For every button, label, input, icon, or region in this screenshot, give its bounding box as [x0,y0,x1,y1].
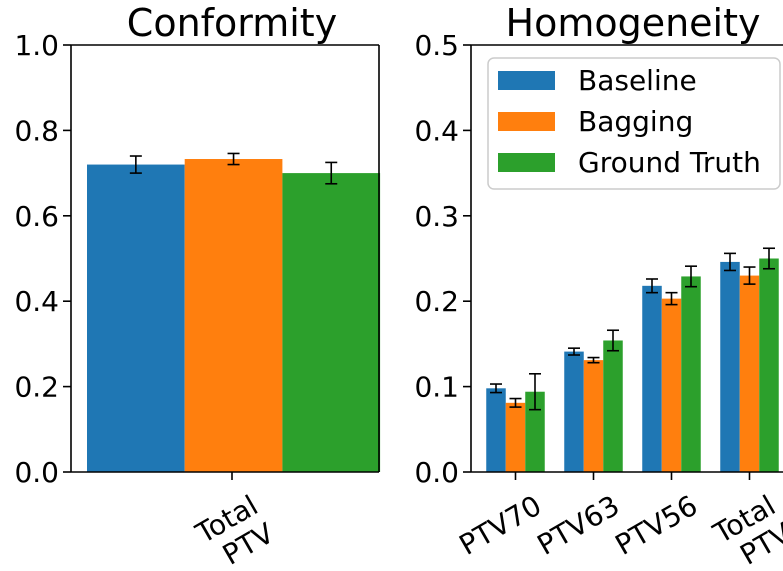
bar-bagging-3 [739,275,760,472]
bar-baseline-3 [720,261,740,472]
chart-title: Conformity [127,1,337,45]
error-bar [763,247,775,270]
y-tick-label: 0.0 [414,456,459,489]
y-tick-label: 0.8 [14,114,59,147]
bar-bagging-1 [583,360,604,472]
y-tick-label: 0.4 [14,285,59,318]
bar-ground-truth-0 [525,391,545,472]
legend-swatch [498,112,555,131]
bar-ground-truth-0 [282,173,381,472]
x-tick-label: PTV70 [454,489,547,562]
y-tick-label: 0.5 [414,29,459,62]
y-tick-label: 0.2 [14,371,59,404]
legend-label: Baseline [578,64,697,97]
error-bar [509,397,522,408]
bar-bagging-2 [661,298,682,472]
axes-frame [70,44,380,473]
bar-baseline-0 [87,164,185,472]
y-tick-label: 0.2 [414,285,459,318]
error-bar [685,265,697,288]
bar-ground-truth-1 [603,340,623,472]
bar-baseline-0 [486,388,506,472]
error-bar [607,329,619,352]
y-tick-label: 0.6 [14,200,59,233]
error-bar [646,278,658,294]
error-bar [227,152,240,166]
bar-baseline-1 [564,351,584,472]
bar-bagging-0 [184,159,283,472]
legend-label: Bagging [578,105,693,138]
legend-swatch [498,153,555,172]
error-bar [129,155,142,174]
chart-panel-homogeneity: Homogeneity 0.0 0.1 0.2 0.3 0.4 0.5 PTV70PTV63P… [414,1,783,571]
y-tick-label: 0.1 [414,371,459,404]
y-tick-label: 0.4 [414,114,459,147]
chart-title: Homogeneity [506,1,761,45]
axes-frame [470,44,783,473]
x-tick-label-line: PTV70 [454,489,547,562]
legend-label: Ground Truth [578,146,761,179]
bar-ground-truth-3 [759,258,779,472]
error-bar [587,356,600,364]
legend-swatch [498,71,555,90]
error-bar [665,291,678,306]
x-tick-label: PTV56 [610,489,703,562]
bar-ground-truth-2 [681,276,701,472]
x-tick-label-line: PTV63 [532,489,625,562]
bar-baseline-2 [642,285,662,472]
x-tick-label-line: PTV56 [610,489,703,562]
error-bar [325,161,338,185]
error-bar [490,383,502,394]
y-tick-label: 0.0 [14,456,59,489]
legend: Baseline Bagging Ground Truth [487,57,781,190]
error-bar [743,266,756,285]
y-tick-label: 0.3 [414,200,459,233]
error-bar [529,372,541,411]
x-tick-label: PTV63 [532,489,625,562]
legend-box [487,57,781,190]
bar-bagging-0 [505,402,526,472]
error-bar [724,252,736,272]
y-tick-label: 1.0 [14,29,59,62]
error-bar [568,347,580,356]
